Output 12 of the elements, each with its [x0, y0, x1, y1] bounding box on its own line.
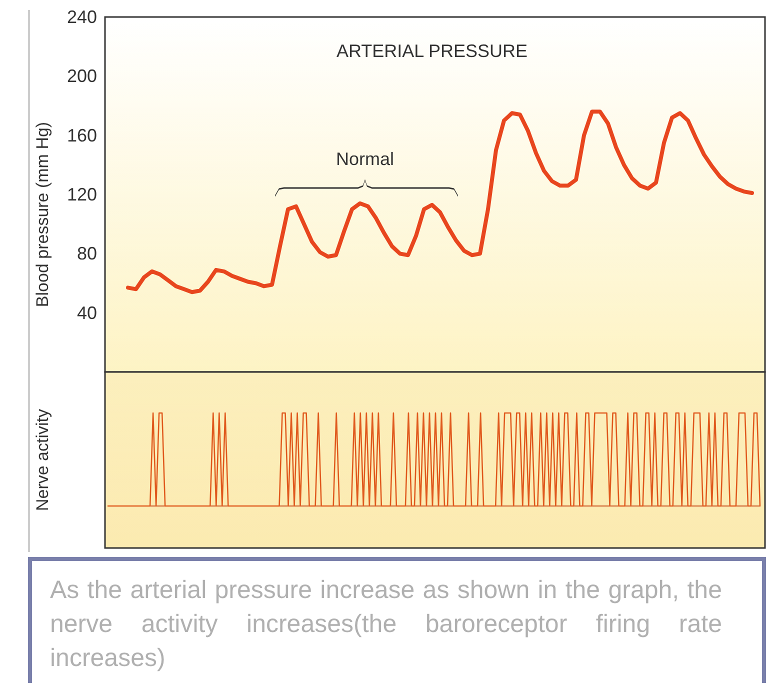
text: ARTERIAL PRESSURE: [336, 41, 528, 61]
y-tick-label: 160: [66, 125, 97, 146]
y-axis-title: Blood pressure (mm Hg): [33, 122, 52, 308]
y-tick-label: 240: [66, 7, 97, 27]
y-tick-label: 80: [76, 244, 97, 264]
line-series: [126, 110, 754, 294]
y-tick-label: 200: [66, 66, 97, 86]
y-tick-label: 120: [66, 184, 97, 204]
annotation: Normal: [336, 149, 394, 169]
y-tick-label: 40: [76, 302, 97, 323]
text: As the arterial pressure increase as shown in the graph, the nerve activity increases(the baroreceptor firing rate increases): [50, 575, 722, 674]
y-axis-title: Nerve activity: [33, 408, 52, 512]
